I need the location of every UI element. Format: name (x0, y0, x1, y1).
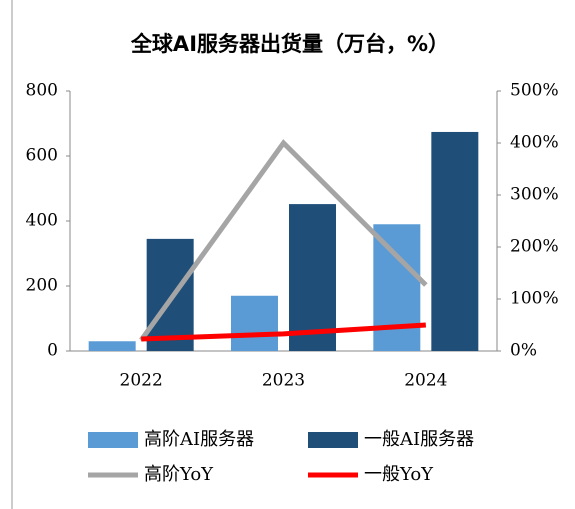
bar (146, 238, 194, 351)
legend-swatch (308, 432, 358, 448)
y2-tick-label: 400% (510, 133, 559, 153)
x-tick-label: 2022 (120, 371, 163, 391)
y-tick-label: 400 (26, 211, 58, 231)
y2-tick-label: 0% (510, 341, 537, 361)
y2-tick-label: 300% (510, 185, 559, 205)
line (141, 322, 426, 342)
bar (289, 204, 336, 351)
x-tick-label: 2023 (262, 371, 305, 391)
y2-tick-label: 100% (510, 289, 559, 309)
bar (431, 131, 479, 351)
y-tick-label: 600 (26, 146, 58, 166)
y2-tick-label: 200% (510, 237, 559, 257)
y-tick-label: 0 (47, 341, 58, 361)
legend-label: 一般YoY (364, 464, 434, 485)
x-tick-label: 2024 (404, 371, 447, 391)
y2-tick-label: 500% (510, 81, 559, 101)
bar (88, 341, 136, 351)
y-tick-label: 200 (26, 276, 58, 296)
legend-label: 高阶YoY (144, 464, 214, 485)
legend-swatch (88, 432, 138, 448)
line (139, 139, 428, 342)
bar (373, 224, 421, 351)
legend-label: 一般AI服务器 (364, 429, 474, 450)
legend-label: 高阶AI服务器 (144, 429, 254, 450)
y-tick-label: 800 (26, 81, 58, 101)
chart-title: 全球AI服务器出货量（万台，%） (130, 32, 449, 56)
bar (231, 295, 278, 351)
